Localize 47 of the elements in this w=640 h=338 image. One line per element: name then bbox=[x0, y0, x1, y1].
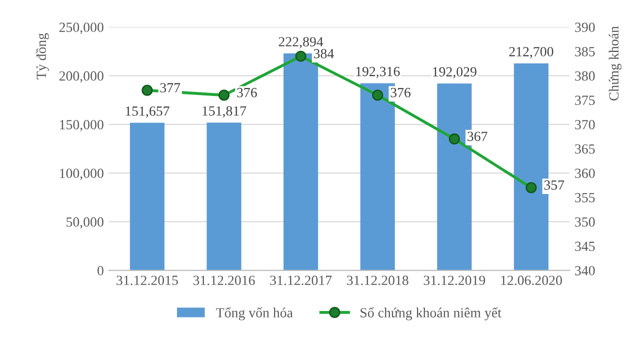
legend-label: Số chứng khoán niêm yết bbox=[360, 307, 502, 320]
y2-axis-title: Chứng khoán bbox=[608, 26, 622, 100]
y2-tick-label: 380 bbox=[575, 71, 595, 81]
data-label: 151,817 bbox=[202, 106, 246, 118]
y-tick-label: 250,000 bbox=[59, 22, 104, 34]
point bbox=[372, 90, 384, 101]
y2-tick-label: 385 bbox=[575, 46, 595, 56]
y2-tick-label: 365 bbox=[575, 144, 595, 154]
y-tick-label: 50,000 bbox=[66, 217, 104, 229]
legend-label: Tổng vốn hóa bbox=[216, 307, 293, 320]
y2-tick-label: 370 bbox=[575, 120, 595, 130]
point bbox=[218, 90, 230, 101]
bar bbox=[130, 122, 164, 270]
x-tick-label: 31.12.2019 bbox=[424, 276, 486, 286]
data-label: 192,029 bbox=[433, 67, 476, 78]
y-tick-label: 200,000 bbox=[59, 71, 104, 83]
y2-tick-label: 355 bbox=[575, 193, 595, 202]
y-tick-label: 150,000 bbox=[60, 120, 104, 132]
x-tick-label: 31.12.2016 bbox=[193, 276, 255, 286]
data-label: 151,657 bbox=[126, 106, 170, 118]
data-label: 357 bbox=[544, 180, 564, 190]
y2-tick-label: 390 bbox=[575, 22, 595, 32]
data-label: 192,316 bbox=[356, 66, 400, 78]
data-label: 222,894 bbox=[278, 37, 324, 48]
y2-tick-label: 340 bbox=[575, 266, 595, 276]
point bbox=[448, 133, 460, 145]
data-label: 376 bbox=[237, 88, 257, 98]
x-tick-label: 31.12.2018 bbox=[347, 276, 408, 286]
data-label: 212,700 bbox=[509, 46, 554, 58]
y2-tick-label: 345 bbox=[575, 242, 595, 252]
point bbox=[142, 84, 153, 96]
data-label: 377 bbox=[160, 83, 180, 92]
x-tick-label: 31.12.2015 bbox=[116, 276, 178, 286]
data-label: 376 bbox=[390, 88, 411, 98]
x-tick-label: 31.12.2017 bbox=[270, 276, 332, 286]
x-tick-label: 12.06.2020 bbox=[501, 276, 562, 286]
y2-tick-label: 360 bbox=[575, 168, 595, 178]
y-axis-title: Tỷ đồng bbox=[36, 33, 49, 80]
y2-tick-label: 350 bbox=[575, 217, 595, 227]
point bbox=[526, 182, 537, 194]
y-tick-label: 100,000 bbox=[60, 168, 104, 180]
data-label: 367 bbox=[468, 132, 488, 142]
y-tick-label: 0 bbox=[98, 266, 104, 276]
y2-tick-label: 375 bbox=[575, 96, 595, 106]
point bbox=[295, 50, 306, 62]
bar bbox=[206, 122, 242, 270]
data-label: 384 bbox=[314, 48, 334, 58]
